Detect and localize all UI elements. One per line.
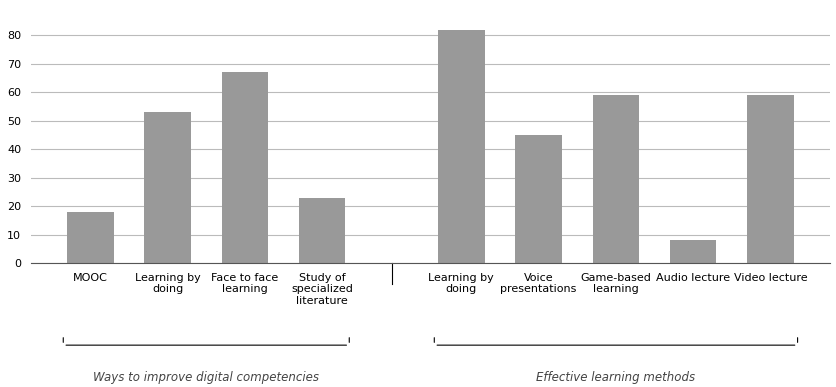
Bar <box>145 112 191 263</box>
Bar <box>437 30 484 263</box>
Bar <box>222 72 268 263</box>
Text: Effective learning methods: Effective learning methods <box>536 371 695 384</box>
Bar <box>298 198 345 263</box>
Bar <box>67 212 114 263</box>
Bar <box>515 135 561 263</box>
Bar <box>592 95 639 263</box>
Bar <box>747 95 793 263</box>
Bar <box>670 240 716 263</box>
Text: Ways to improve digital competencies: Ways to improve digital competencies <box>93 371 319 384</box>
